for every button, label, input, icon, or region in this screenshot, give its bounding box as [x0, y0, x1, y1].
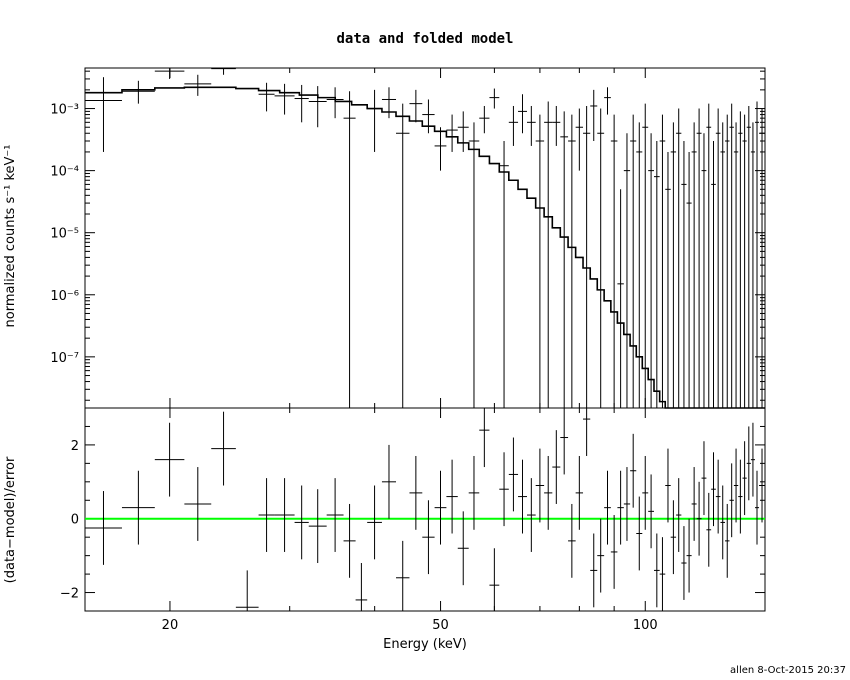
y-tick-label-top: 10⁻³ [50, 103, 79, 118]
x-tick-label: 50 [432, 618, 449, 633]
y-tick-label-top: 10⁻⁷ [50, 351, 79, 366]
chart-title: data and folded model [336, 31, 513, 47]
y-axis-label-counts: normalized counts s⁻¹ keV⁻¹ [3, 145, 18, 328]
spectrum-frame [84, 67, 766, 409]
y-tick-label-top: 10⁻⁴ [50, 165, 79, 180]
spectrum-panel: 10⁻⁷ 10⁻⁶ 10⁻⁵ 10⁻⁴ 10⁻³ [50, 67, 766, 409]
y-axis-label-residuals: (data−model)/error [3, 456, 18, 583]
x-tick-label: 100 [633, 618, 658, 633]
y-tick-label-top: 10⁻⁵ [50, 227, 79, 242]
x-axis-label: Energy (keV) [383, 637, 467, 652]
timestamp-footer: allen 8-Oct-2015 20:37 [730, 665, 846, 676]
y-tick-label-bottom: 0 [71, 513, 79, 528]
model-step-line [85, 86, 765, 409]
y-tick-label-bottom: 2 [71, 439, 79, 454]
residual-frame [84, 407, 766, 612]
x-tick-label: 20 [162, 618, 179, 633]
y-tick-label-top: 10⁻⁶ [50, 289, 79, 304]
residual-panel: 20 50 100 −2 0 2 [60, 407, 766, 633]
y-tick-label-bottom: −2 [60, 587, 79, 602]
